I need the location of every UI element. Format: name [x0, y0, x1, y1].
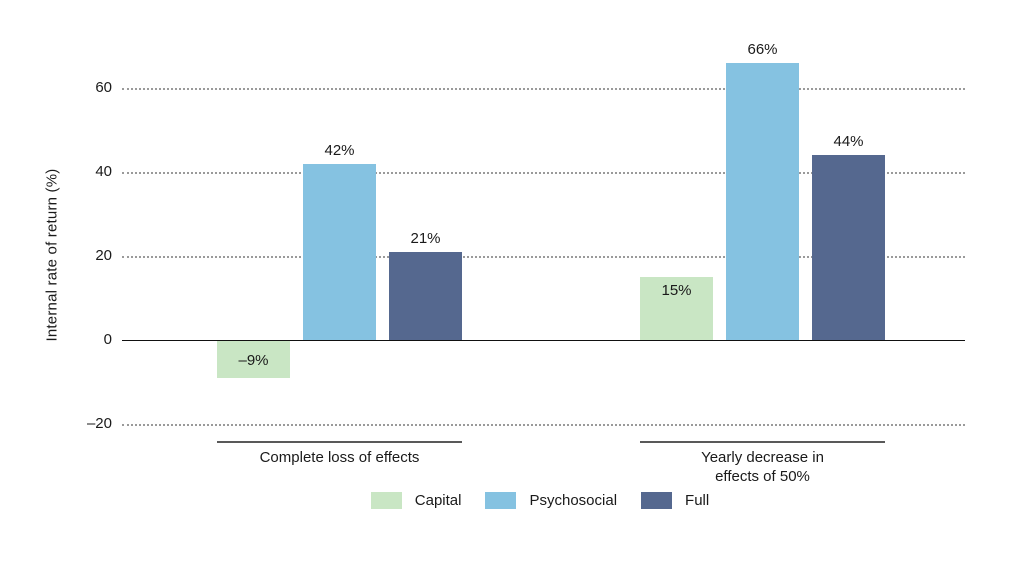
legend-item-full: Full	[641, 492, 709, 509]
y-tick-label: –20	[86, 415, 112, 432]
bar-value-label: 21%	[410, 229, 441, 247]
legend-swatch-psychosocial	[485, 492, 517, 509]
legend-swatch-capital	[370, 492, 402, 509]
legend-label: Capital	[414, 492, 462, 509]
category-rule	[217, 441, 462, 443]
x-axis-zero-line	[122, 340, 965, 341]
bar-full-group2	[812, 155, 885, 340]
y-tick-label: 60	[95, 79, 112, 96]
y-tick-label: 40	[95, 163, 112, 180]
category-rule	[640, 441, 885, 443]
y-axis-title: Internal rate of return (%)	[43, 168, 61, 342]
legend-item-capital: Capital	[370, 492, 462, 509]
y-tick-label: 20	[95, 247, 112, 264]
legend: Capital Psychosocial Full	[28, 492, 1024, 509]
bar-value-label: 42%	[324, 141, 355, 159]
legend-label: Psychosocial	[529, 492, 618, 509]
legend-item-psychosocial: Psychosocial	[485, 492, 617, 509]
gridline	[122, 172, 965, 174]
gridline	[122, 424, 965, 426]
bar-psychosocial-group1	[303, 163, 376, 340]
bar-psychosocial-group2	[726, 62, 799, 340]
bar-full-group1	[389, 251, 462, 340]
bar-value-label: –9%	[238, 351, 269, 369]
y-tick-label: 0	[103, 331, 112, 348]
bar-value-label: 44%	[833, 133, 864, 151]
legend-label: Full	[685, 492, 710, 509]
gridline	[122, 88, 965, 90]
bar-value-label: 66%	[747, 40, 778, 58]
legend-swatch-full	[641, 492, 673, 509]
gridline	[122, 256, 965, 258]
bar-capital-group1	[217, 340, 290, 378]
category-label: Complete loss of effects	[259, 449, 420, 466]
bar-capital-group2	[640, 277, 713, 340]
category-label: Yearly decrease in effects of 50%	[701, 449, 824, 485]
bar-value-label: 15%	[661, 282, 692, 299]
